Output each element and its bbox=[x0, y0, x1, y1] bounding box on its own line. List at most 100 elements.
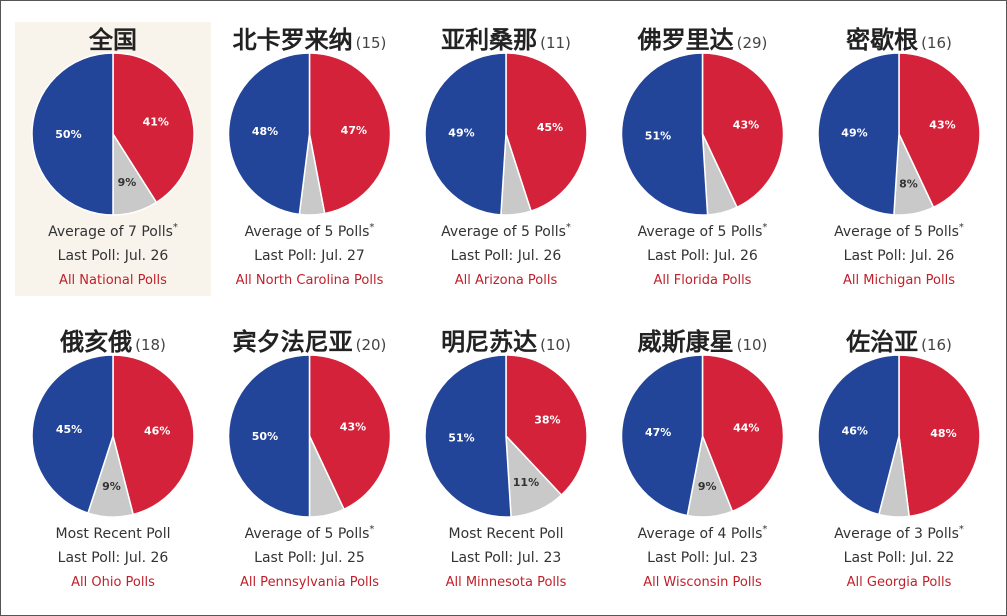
slice-label: 47% bbox=[341, 124, 367, 137]
polls-link[interactable]: All National Polls bbox=[59, 273, 167, 288]
pie-slice bbox=[31, 354, 114, 514]
poll-note: Average of 7 Polls* bbox=[48, 222, 178, 240]
subtitle: (11) bbox=[540, 34, 571, 52]
slice-label: 46% bbox=[842, 424, 868, 437]
title-text: 佐治亚 bbox=[845, 327, 918, 356]
poll-note: Average of 5 Polls* bbox=[638, 222, 768, 240]
poll-note: Average of 5 Polls* bbox=[245, 222, 375, 240]
note-text: Most Recent Poll bbox=[55, 526, 170, 542]
slice-label: 51% bbox=[645, 129, 671, 142]
note-mark: * bbox=[173, 222, 178, 233]
poll-note: Average of 5 Polls* bbox=[834, 222, 964, 240]
last-poll: Last Poll: Jul. 25 bbox=[254, 550, 365, 566]
pie-slice bbox=[424, 52, 507, 216]
slice-label: 49% bbox=[448, 127, 474, 140]
slice-label: 43% bbox=[733, 118, 759, 131]
polls-link[interactable]: All Pennsylvania Polls bbox=[240, 575, 379, 590]
subtitle: (16) bbox=[921, 336, 952, 354]
pie-slice bbox=[505, 52, 588, 212]
pie-slice bbox=[898, 354, 981, 518]
note-mark: * bbox=[369, 222, 374, 233]
note-mark: * bbox=[762, 524, 767, 535]
chart-title: 佛罗里达 (29) bbox=[637, 25, 768, 54]
last-poll: Last Poll: Jul. 26 bbox=[58, 248, 169, 264]
chart-title: 密歇根 (16) bbox=[846, 25, 952, 54]
subtitle: (20) bbox=[356, 336, 387, 354]
slice-label: 49% bbox=[841, 127, 867, 140]
chart-title: 亚利桑那 (11) bbox=[441, 25, 571, 54]
polls-link[interactable]: All Wisconsin Polls bbox=[643, 575, 762, 590]
pie-slice bbox=[112, 354, 195, 516]
title-text: 密歇根 bbox=[846, 25, 918, 54]
pie-slice bbox=[701, 52, 785, 209]
note-text: Average of 7 Polls bbox=[48, 224, 173, 240]
chart-title: 明尼苏达 (10) bbox=[441, 327, 571, 356]
note-mark: * bbox=[959, 524, 964, 535]
title-text: 佛罗里达 bbox=[637, 25, 734, 54]
slice-label: 44% bbox=[733, 422, 759, 435]
pie-slice bbox=[227, 52, 311, 216]
last-poll: Last Poll: Jul. 26 bbox=[647, 248, 758, 264]
chart-title: 佐治亚 (16) bbox=[845, 327, 952, 356]
last-poll: Last Poll: Jul. 26 bbox=[844, 248, 955, 264]
chart-title: 俄亥俄 (18) bbox=[59, 327, 166, 356]
note-text: Average of 5 Polls bbox=[834, 224, 959, 240]
last-poll: Last Poll: Jul. 23 bbox=[647, 550, 758, 566]
polls-link[interactable]: All Minnesota Polls bbox=[446, 575, 567, 590]
polls-link[interactable]: All Arizona Polls bbox=[455, 273, 558, 288]
subtitle: (10) bbox=[737, 336, 768, 354]
pie-slice bbox=[424, 354, 512, 518]
slice-label: 48% bbox=[930, 427, 956, 440]
slice-label: 47% bbox=[645, 426, 671, 439]
last-poll: Last Poll: Jul. 22 bbox=[844, 550, 955, 566]
pie-slice bbox=[898, 52, 981, 209]
note-text: Average of 5 Polls bbox=[245, 224, 370, 240]
polls-link[interactable]: All North Carolina Polls bbox=[236, 273, 384, 288]
polls-link[interactable]: All Ohio Polls bbox=[71, 575, 155, 590]
pie-slice bbox=[817, 354, 900, 516]
pie-slice bbox=[31, 52, 114, 216]
subtitle: (15) bbox=[356, 34, 387, 52]
title-text: 全国 bbox=[88, 25, 137, 54]
pie-slice bbox=[505, 354, 588, 497]
slice-label: 38% bbox=[534, 414, 560, 427]
subtitle: (18) bbox=[135, 336, 166, 354]
polls-link[interactable]: All Georgia Polls bbox=[847, 575, 952, 590]
slice-label: 51% bbox=[448, 431, 474, 444]
slice-label: 9% bbox=[698, 480, 717, 493]
last-poll: Last Poll: Jul. 26 bbox=[58, 550, 169, 566]
subtitle: (29) bbox=[737, 34, 768, 52]
poll-note: Most Recent Poll bbox=[448, 526, 563, 542]
note-text: Average of 5 Polls bbox=[441, 224, 566, 240]
note-text: Average of 5 Polls bbox=[245, 526, 370, 542]
note-text: Most Recent Poll bbox=[448, 526, 563, 542]
slice-label: 45% bbox=[56, 423, 82, 436]
pie-slice bbox=[817, 52, 900, 216]
slice-label: 41% bbox=[143, 116, 169, 129]
poll-note: Average of 5 Polls* bbox=[441, 222, 571, 240]
chart-title: 宾夕法尼亚 (20) bbox=[233, 327, 387, 356]
slice-label: 50% bbox=[55, 128, 81, 141]
slice-label: 8% bbox=[899, 177, 918, 190]
slice-label: 9% bbox=[102, 480, 121, 493]
subtitle: (16) bbox=[921, 34, 952, 52]
slice-label: 45% bbox=[537, 121, 563, 134]
polls-link[interactable]: All Michigan Polls bbox=[843, 273, 955, 288]
chart-title: 威斯康星 (10) bbox=[638, 327, 768, 356]
note-text: Average of 4 Polls bbox=[638, 526, 763, 542]
slice-label: 43% bbox=[929, 118, 955, 131]
pie-slice bbox=[701, 354, 785, 513]
slice-label: 50% bbox=[252, 430, 278, 443]
note-mark: * bbox=[959, 222, 964, 233]
slice-label: 48% bbox=[252, 125, 278, 138]
title-text: 宾夕法尼亚 bbox=[233, 327, 353, 356]
polls-link[interactable]: All Florida Polls bbox=[654, 273, 752, 288]
title-text: 明尼苏达 bbox=[441, 327, 537, 356]
subtitle: (10) bbox=[540, 336, 571, 354]
title-text: 亚利桑那 bbox=[441, 25, 537, 54]
title-text: 北卡罗来纳 bbox=[233, 25, 353, 54]
poll-note: Average of 4 Polls* bbox=[638, 524, 768, 542]
note-text: Average of 5 Polls bbox=[638, 224, 763, 240]
pie-slice bbox=[308, 354, 392, 511]
pie-slice bbox=[620, 354, 704, 517]
